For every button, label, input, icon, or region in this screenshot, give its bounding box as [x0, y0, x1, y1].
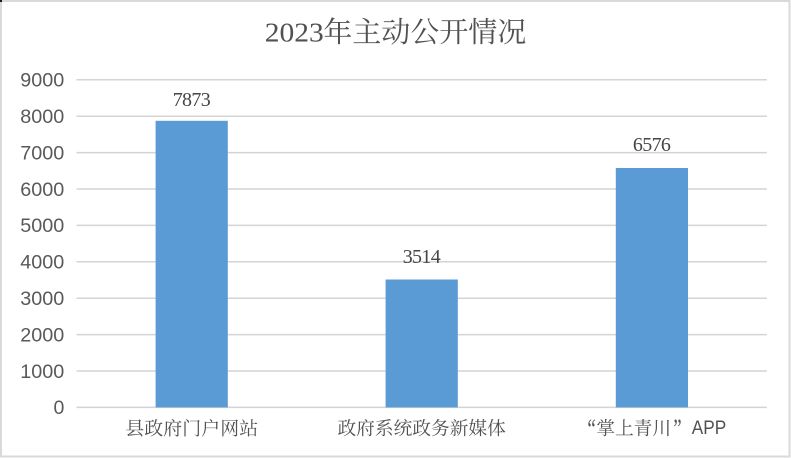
svg-text:7873: 7873	[173, 89, 211, 111]
svg-text:7000: 7000	[20, 142, 64, 164]
svg-text:9000: 9000	[20, 70, 64, 92]
svg-text:0: 0	[53, 397, 64, 419]
svg-text:6000: 6000	[20, 179, 64, 201]
svg-text:8000: 8000	[20, 106, 64, 128]
svg-text:3514: 3514	[403, 246, 441, 268]
svg-text:4000: 4000	[20, 252, 64, 274]
svg-text:1000: 1000	[20, 361, 64, 383]
svg-text:6576: 6576	[633, 134, 671, 156]
svg-text:APP: APP	[692, 417, 727, 439]
svg-text:3000: 3000	[20, 288, 64, 310]
svg-text:5000: 5000	[20, 215, 64, 237]
svg-text:2023: 2023	[265, 16, 324, 47]
svg-text:2000: 2000	[20, 324, 64, 346]
